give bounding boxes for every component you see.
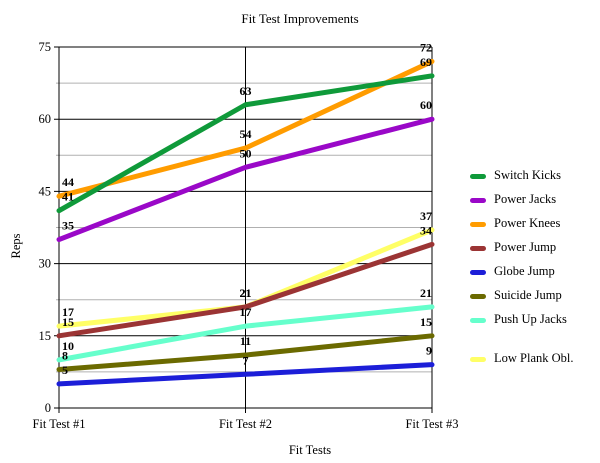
data-label: 11 bbox=[240, 334, 251, 348]
series-line bbox=[56, 333, 435, 372]
series-line bbox=[56, 241, 435, 339]
data-label: 72 bbox=[420, 40, 432, 54]
data-label: 15 bbox=[62, 315, 74, 329]
data-label: 60 bbox=[420, 98, 432, 112]
legend-item: Suicide Jump bbox=[470, 288, 600, 307]
data-label: 15 bbox=[420, 315, 432, 329]
legend-item: Power Knees bbox=[470, 216, 600, 235]
y-tick-label: 0 bbox=[45, 401, 51, 415]
data-label: 5 bbox=[62, 363, 68, 377]
chart-title: Fit Test Improvements bbox=[241, 11, 358, 26]
legend-item: Push Up Jacks bbox=[470, 312, 600, 346]
data-series bbox=[56, 58, 435, 387]
legend-label: Switch Kicks bbox=[494, 168, 562, 182]
legend-label: Suicide Jump bbox=[494, 288, 562, 302]
y-tick-label: 60 bbox=[39, 112, 52, 126]
legend-swatch-icon bbox=[470, 294, 486, 299]
legend-label: Power Knees bbox=[494, 216, 561, 230]
legend-label: Power Jacks bbox=[494, 192, 557, 206]
series-line bbox=[56, 73, 435, 214]
legend-label: Power Jump bbox=[494, 240, 557, 254]
legend-item: Power Jacks bbox=[470, 192, 600, 211]
data-label: 41 bbox=[62, 190, 74, 204]
x-tick-label: Fit Test #1 bbox=[32, 417, 85, 431]
data-label: 21 bbox=[240, 286, 252, 300]
data-label: 10 bbox=[62, 339, 74, 353]
data-label: 21 bbox=[240, 286, 252, 300]
data-label: 35 bbox=[62, 219, 74, 233]
data-label: 37 bbox=[420, 209, 432, 223]
series-line bbox=[56, 362, 435, 387]
legend-swatch-icon bbox=[470, 357, 486, 362]
legend-swatch-icon bbox=[470, 174, 486, 179]
y-tick-label: 15 bbox=[39, 329, 52, 343]
data-label: 50 bbox=[240, 146, 252, 160]
data-label: 17 bbox=[240, 305, 252, 319]
x-axis-title: Fit Tests bbox=[289, 443, 331, 457]
y-tick-label: 30 bbox=[39, 257, 52, 271]
series-line bbox=[56, 304, 435, 363]
x-tick-label: Fit Test #3 bbox=[405, 417, 458, 431]
legend-swatch-icon bbox=[470, 198, 486, 203]
legend-label: Push Up Jacks bbox=[494, 312, 567, 326]
legend-swatch-icon bbox=[470, 222, 486, 227]
gridlines bbox=[54, 46, 433, 413]
data-label: 54 bbox=[240, 127, 252, 141]
y-axis-title: Reps bbox=[9, 233, 23, 258]
data-label: 9 bbox=[426, 344, 432, 358]
series-line bbox=[56, 116, 435, 243]
chart-legend: Switch Kicks Power Jacks Power Knees Pow… bbox=[470, 168, 600, 390]
legend-swatch-icon bbox=[470, 270, 486, 275]
legend-item: Low Plank Obl. bbox=[470, 351, 600, 385]
legend-label: Globe Jump bbox=[494, 264, 555, 278]
data-label: 8 bbox=[62, 348, 68, 362]
data-label: 21 bbox=[420, 286, 432, 300]
data-labels: 41 63 69 35 50 60 44 54 72 15 21 34 5 7 9 8 11 15 10 17 21 17… bbox=[62, 40, 432, 376]
data-label: 7 bbox=[243, 353, 249, 367]
legend-label: Low Plank Obl. bbox=[494, 351, 574, 365]
data-label: 17 bbox=[62, 305, 74, 319]
y-tick-label: 45 bbox=[39, 184, 52, 198]
data-label: 44 bbox=[62, 175, 74, 189]
y-tick-label: 75 bbox=[39, 40, 52, 54]
data-label: 69 bbox=[420, 55, 432, 69]
legend-item: Switch Kicks bbox=[470, 168, 600, 187]
legend-swatch-icon bbox=[470, 246, 486, 251]
series-line bbox=[56, 58, 435, 199]
legend-item: Globe Jump bbox=[470, 264, 600, 283]
x-tick-label: Fit Test #2 bbox=[219, 417, 272, 431]
data-label: 34 bbox=[420, 223, 432, 237]
legend-item: Power Jump bbox=[470, 240, 600, 259]
data-label: 63 bbox=[240, 84, 252, 98]
legend-swatch-icon bbox=[470, 318, 486, 323]
